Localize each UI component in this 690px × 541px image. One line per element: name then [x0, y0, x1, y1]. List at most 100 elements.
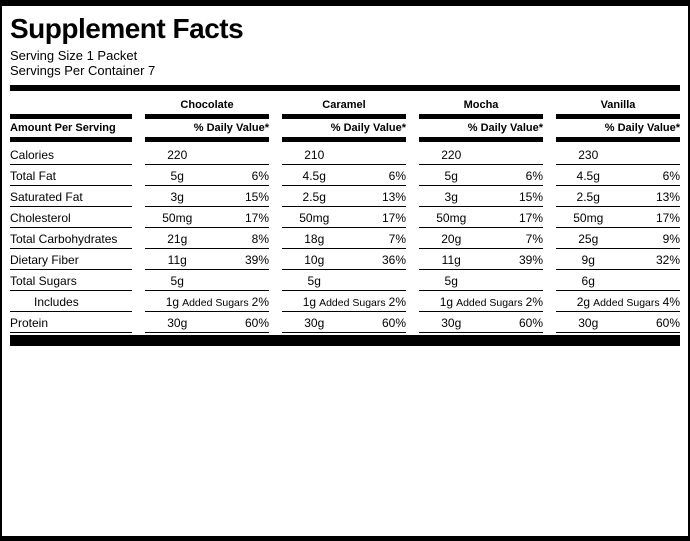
row-label-calories: Calories	[10, 144, 132, 165]
amount-value: 21g	[167, 232, 188, 246]
cell-protein-chocolate: 30g 60%	[145, 312, 269, 333]
row-label-text: Cholesterol	[10, 211, 71, 225]
header-divider-bar	[10, 85, 680, 91]
amount-value: 3g	[170, 190, 184, 204]
cell-includes-vanilla: 2g Added Sugars 4%	[556, 291, 680, 312]
daily-value: 6%	[388, 169, 406, 183]
row-label-text: Saturated Fat	[10, 190, 83, 204]
amount-value: 6g	[581, 274, 595, 288]
daily-value: 6%	[525, 169, 543, 183]
daily-value: 7%	[525, 232, 543, 246]
amount-value: 10g	[304, 253, 325, 267]
daily-value: 2%	[251, 295, 269, 309]
amount-value: 2g	[576, 295, 591, 309]
cell-cholesterol-vanilla: 50mg 17%	[556, 207, 680, 228]
amount-value: 25g	[578, 232, 599, 246]
cell-calories-vanilla: 230	[556, 144, 680, 165]
amount-value: 9g	[581, 253, 595, 267]
added-sugars-label: Added Sugars	[319, 297, 386, 309]
daily-value: 2%	[525, 295, 543, 309]
daily-value: 6%	[251, 169, 269, 183]
amount-value: 50mg	[162, 211, 193, 225]
amount-value: 5g	[170, 169, 184, 183]
row-label-text: Includes	[34, 295, 79, 309]
daily-value: 39%	[244, 253, 269, 267]
cell-total-sugars-caramel: 5g	[282, 270, 406, 291]
cell-total-fat-mocha: 5g 6%	[419, 165, 543, 186]
cell-total-fat-chocolate: 5g 6%	[145, 165, 269, 186]
cell-total-fat-vanilla: 4.5g 6%	[556, 165, 680, 186]
amount-value: 30g	[167, 316, 188, 330]
page-title: Supplement Facts	[10, 13, 244, 44]
daily-value: 32%	[655, 253, 680, 267]
amount-value: 3g	[444, 190, 458, 204]
amount-value: 220	[441, 148, 462, 162]
flavor-header-caramel: Caramel	[322, 99, 366, 111]
daily-value: 13%	[381, 190, 406, 204]
daily-value: 39%	[518, 253, 543, 267]
amount-value: 30g	[578, 316, 599, 330]
cell-total-fat-caramel: 4.5g 6%	[282, 165, 406, 186]
column-bar	[282, 114, 406, 119]
amount-value: 50mg	[436, 211, 467, 225]
cell-cholesterol-chocolate: 50mg 17%	[145, 207, 269, 228]
cell-calories-chocolate: 220	[145, 144, 269, 165]
column-bar	[419, 114, 543, 119]
cell-cholesterol-mocha: 50mg 17%	[419, 207, 543, 228]
row-label-saturated-fat: Saturated Fat	[10, 186, 132, 207]
row-label-text: Total Carbohydrates	[10, 232, 118, 246]
row-label-text: Dietary Fiber	[10, 253, 79, 267]
daily-value-header-mocha: % Daily Value*	[467, 122, 543, 134]
column-bar	[10, 114, 132, 119]
facts-table: Chocolate Caramel Mocha Vanilla Amount P…	[10, 99, 680, 333]
daily-value: 60%	[655, 316, 680, 330]
daily-value: 60%	[381, 316, 406, 330]
cell-calories-mocha: 220	[419, 144, 543, 165]
amount-value: 20g	[441, 232, 462, 246]
column-bar	[556, 137, 680, 142]
cell-includes-caramel: 1g Added Sugars 2%	[282, 291, 406, 312]
cell-includes-chocolate: 1g Added Sugars 2%	[145, 291, 269, 312]
cell-saturated-fat-chocolate: 3g 15%	[145, 186, 269, 207]
daily-value: 15%	[518, 190, 543, 204]
amount-value: 5g	[307, 274, 321, 288]
amount-value: 5g	[444, 169, 458, 183]
column-bar	[556, 114, 680, 119]
amount-value: 1g	[302, 295, 317, 309]
row-label-text: Total Sugars	[10, 274, 77, 288]
daily-value: 17%	[655, 211, 680, 225]
cell-protein-caramel: 30g 60%	[282, 312, 406, 333]
amount-value: 4.5g	[576, 169, 600, 183]
cell-total-carbohydrates-mocha: 20g 7%	[419, 228, 543, 249]
amount-value: 210	[304, 148, 325, 162]
cell-dietary-fiber-vanilla: 9g 32%	[556, 249, 680, 270]
daily-value: 2%	[388, 295, 406, 309]
column-bar	[10, 137, 132, 142]
daily-value: 6%	[662, 169, 680, 183]
cell-total-sugars-vanilla: 6g	[556, 270, 680, 291]
cell-includes-mocha: 1g Added Sugars 2%	[419, 291, 543, 312]
cell-saturated-fat-caramel: 2.5g 13%	[282, 186, 406, 207]
flavor-header-mocha: Mocha	[463, 99, 499, 111]
cell-calories-caramel: 210	[282, 144, 406, 165]
daily-value-header-vanilla: % Daily Value*	[604, 122, 680, 134]
column-bar	[419, 137, 543, 142]
cell-dietary-fiber-caramel: 10g 36%	[282, 249, 406, 270]
amount-value: 4.5g	[302, 169, 326, 183]
daily-value: 60%	[244, 316, 269, 330]
amount-value: 11g	[441, 253, 461, 267]
daily-value: 36%	[381, 253, 406, 267]
amount-value: 2.5g	[576, 190, 600, 204]
cell-total-sugars-chocolate: 5g	[145, 270, 269, 291]
column-bar	[145, 114, 269, 119]
amount-value: 230	[578, 148, 599, 162]
cell-saturated-fat-mocha: 3g 15%	[419, 186, 543, 207]
cell-total-carbohydrates-vanilla: 25g 9%	[556, 228, 680, 249]
daily-value: 13%	[655, 190, 680, 204]
cell-total-carbohydrates-caramel: 18g 7%	[282, 228, 406, 249]
row-label-protein: Protein	[10, 312, 132, 333]
column-bar	[282, 137, 406, 142]
cell-total-sugars-mocha: 5g	[419, 270, 543, 291]
flavor-header-chocolate: Chocolate	[180, 99, 234, 111]
